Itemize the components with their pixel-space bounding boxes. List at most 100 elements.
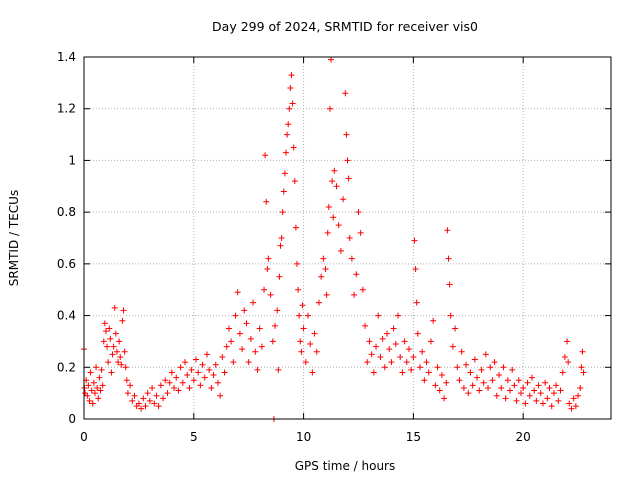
data-point [458,348,465,355]
data-point [379,335,386,342]
data-point [85,382,92,389]
data-point [445,255,452,262]
data-point [254,366,261,373]
data-point [119,317,126,324]
data-point [107,335,114,342]
data-point [122,364,129,371]
data-point [293,260,300,267]
x-tick-label: 5 [190,430,198,444]
data-point [138,405,145,412]
data-point [214,379,221,386]
data-point [265,255,272,262]
data-point [155,403,162,410]
data-point [368,351,375,358]
data-point [104,343,111,350]
data-point [151,400,158,407]
x-tick-label: 15 [406,430,421,444]
data-point [290,144,297,151]
x-tick-labels: 0 5 10 15 20 [80,430,531,444]
data-point [297,338,304,345]
data-point [262,152,269,159]
data-point [438,372,445,379]
data-point [548,403,555,410]
data-point [110,343,117,350]
data-point [447,312,454,319]
data-point [419,348,426,355]
data-point [267,291,274,298]
data-point [289,100,296,107]
data-point [94,384,101,391]
data-point [186,384,193,391]
data-point [467,369,474,376]
data-point [175,387,182,394]
data-point [537,390,544,397]
data-point [177,364,184,371]
data-point [577,384,584,391]
data-point [539,400,546,407]
data-point [498,384,505,391]
data-point [113,348,120,355]
data-point [121,348,128,355]
data-point [203,351,210,358]
chart-title: Day 299 of 2024, SRMTID for receiver vis… [212,19,478,34]
data-point [405,346,412,353]
data-point [421,377,428,384]
data-point [392,341,399,348]
data-point [427,338,434,345]
data-point [502,395,509,402]
data-point [364,359,371,366]
data-point [511,382,518,389]
data-point [97,387,104,394]
data-point [91,390,98,397]
data-point [296,312,303,319]
data-point [250,299,257,306]
data-point [117,353,124,360]
data-point [348,255,355,262]
data-point [100,338,107,345]
x-tick-label: 20 [516,430,531,444]
data-point [208,384,215,391]
data-point [309,369,316,376]
data-point [276,273,283,280]
data-point [344,157,351,164]
data-point [460,384,467,391]
data-point [280,188,287,195]
data-point [322,266,329,273]
data-point [298,348,305,355]
data-point [533,397,540,404]
data-point [555,397,562,404]
data-point [109,351,116,358]
data-point [430,317,437,324]
data-point [243,320,250,327]
data-point [564,338,571,345]
data-point [480,379,487,386]
data-point [184,372,191,379]
data-points [81,56,587,422]
data-point [504,377,511,384]
data-point [269,338,276,345]
y-tick-label: 0.8 [57,205,76,219]
x-tick-label: 0 [80,430,88,444]
y-tick-label: 0.2 [57,360,76,374]
data-point [377,353,384,360]
data-point [241,307,248,314]
data-point [413,299,420,306]
data-point [201,374,208,381]
y-tick-label: 0.6 [57,257,76,271]
data-point [565,359,572,366]
data-point [544,395,551,402]
data-point [277,242,284,249]
data-point [375,312,382,319]
data-point [164,390,171,397]
y-tick-label: 0 [68,412,76,426]
data-point [162,377,169,384]
data-point [412,266,419,273]
data-point [278,235,285,241]
data-point [506,387,513,394]
data-point [359,286,366,293]
data-point [272,322,279,329]
data-point [275,366,282,373]
data-point [520,384,527,391]
data-point [313,348,320,355]
data-point [487,364,494,371]
